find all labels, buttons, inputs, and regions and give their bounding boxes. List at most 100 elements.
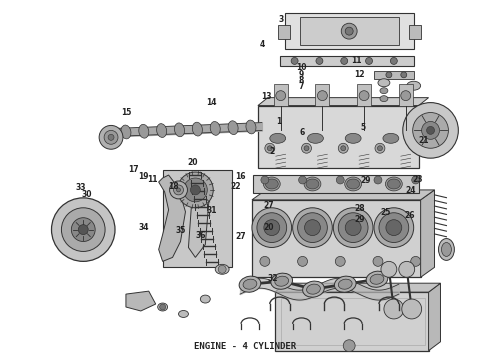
Ellipse shape: [246, 120, 256, 134]
Ellipse shape: [378, 79, 390, 87]
Circle shape: [427, 126, 435, 134]
Text: 31: 31: [207, 206, 217, 215]
Ellipse shape: [266, 179, 278, 189]
Text: 22: 22: [230, 182, 241, 191]
Polygon shape: [374, 71, 414, 79]
Circle shape: [391, 58, 397, 64]
Text: 12: 12: [354, 70, 365, 79]
Circle shape: [177, 172, 213, 208]
Circle shape: [402, 299, 421, 319]
Text: 24: 24: [405, 185, 416, 194]
Circle shape: [99, 125, 123, 149]
Text: ENGINE - 4 CYLINDER: ENGINE - 4 CYLINDER: [194, 342, 296, 351]
Ellipse shape: [121, 125, 131, 139]
Polygon shape: [278, 25, 290, 39]
Circle shape: [341, 23, 357, 39]
Text: 21: 21: [418, 136, 429, 145]
Ellipse shape: [308, 133, 323, 143]
Text: 14: 14: [206, 98, 216, 107]
Text: 1: 1: [276, 117, 282, 126]
Circle shape: [104, 130, 118, 144]
Polygon shape: [316, 84, 329, 105]
Text: 11: 11: [352, 56, 362, 65]
Ellipse shape: [304, 177, 321, 191]
Circle shape: [257, 213, 287, 243]
Circle shape: [335, 256, 345, 266]
Text: 26: 26: [404, 211, 415, 220]
Ellipse shape: [157, 123, 167, 138]
Circle shape: [338, 213, 368, 243]
Circle shape: [297, 256, 308, 266]
Circle shape: [412, 176, 419, 184]
Text: 29: 29: [360, 176, 371, 185]
Text: 11: 11: [147, 175, 158, 184]
Circle shape: [276, 91, 286, 100]
Circle shape: [413, 113, 448, 148]
Ellipse shape: [243, 279, 257, 289]
Circle shape: [333, 208, 373, 247]
Polygon shape: [258, 105, 418, 168]
Circle shape: [252, 208, 292, 247]
Ellipse shape: [334, 276, 356, 292]
Circle shape: [291, 58, 298, 64]
Circle shape: [381, 261, 397, 277]
Text: 18: 18: [168, 182, 178, 191]
Text: 36: 36: [195, 231, 205, 240]
Ellipse shape: [383, 133, 399, 143]
Circle shape: [386, 72, 392, 78]
Text: 27: 27: [263, 201, 273, 210]
Ellipse shape: [388, 179, 400, 189]
Ellipse shape: [239, 276, 261, 292]
Circle shape: [305, 220, 320, 235]
Circle shape: [401, 91, 411, 100]
Text: 20: 20: [187, 158, 198, 167]
Circle shape: [412, 143, 421, 153]
Ellipse shape: [215, 264, 229, 274]
Circle shape: [386, 220, 402, 235]
Text: 30: 30: [82, 190, 92, 199]
Text: 19: 19: [139, 172, 149, 181]
Text: 5: 5: [360, 123, 365, 132]
Circle shape: [301, 143, 312, 153]
Text: 27: 27: [236, 232, 246, 241]
Polygon shape: [126, 291, 156, 311]
Circle shape: [341, 146, 346, 151]
Ellipse shape: [366, 271, 388, 287]
Circle shape: [51, 198, 115, 261]
Ellipse shape: [370, 274, 384, 284]
Text: 15: 15: [121, 108, 131, 117]
Polygon shape: [399, 84, 413, 105]
Circle shape: [61, 208, 105, 251]
Ellipse shape: [338, 279, 352, 289]
Circle shape: [268, 146, 272, 151]
Circle shape: [399, 261, 415, 277]
Text: 17: 17: [128, 165, 139, 174]
Circle shape: [264, 220, 280, 235]
Circle shape: [173, 185, 183, 195]
Ellipse shape: [200, 295, 210, 303]
Ellipse shape: [178, 310, 189, 318]
Ellipse shape: [439, 239, 454, 260]
Text: 16: 16: [235, 172, 245, 181]
Circle shape: [318, 91, 327, 100]
Polygon shape: [253, 175, 418, 193]
Text: 10: 10: [295, 63, 306, 72]
Text: 33: 33: [75, 183, 86, 192]
Circle shape: [379, 213, 409, 243]
Circle shape: [338, 143, 348, 153]
Ellipse shape: [441, 243, 451, 256]
Text: 6: 6: [300, 128, 305, 137]
Polygon shape: [159, 175, 185, 261]
Circle shape: [218, 265, 226, 273]
Circle shape: [265, 143, 275, 153]
Circle shape: [78, 225, 88, 235]
Text: 25: 25: [381, 208, 391, 217]
Ellipse shape: [270, 133, 286, 143]
Ellipse shape: [345, 177, 362, 191]
Polygon shape: [357, 84, 371, 105]
Circle shape: [191, 185, 200, 195]
Text: 35: 35: [175, 226, 186, 235]
Text: 20: 20: [263, 222, 273, 231]
Ellipse shape: [193, 122, 202, 136]
Polygon shape: [258, 98, 429, 105]
